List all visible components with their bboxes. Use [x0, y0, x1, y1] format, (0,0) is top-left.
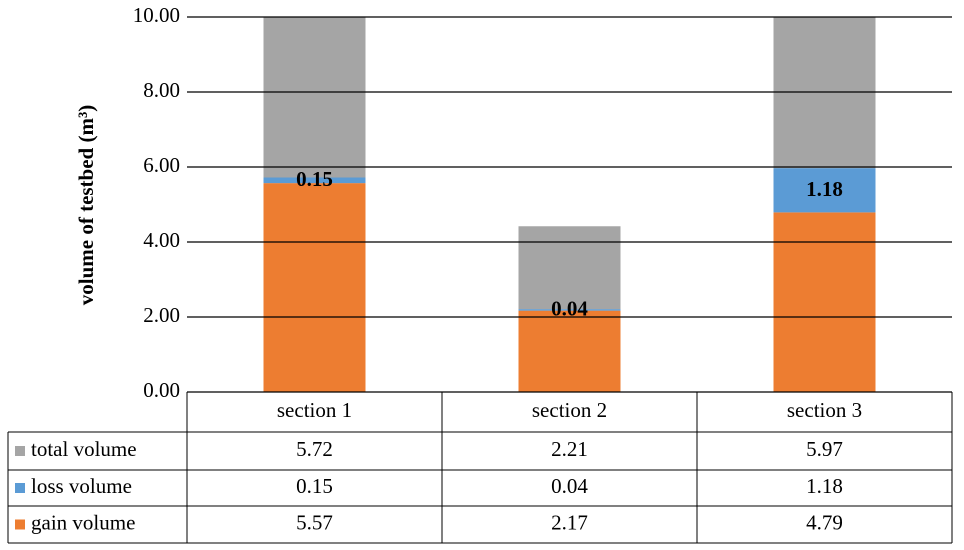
bar-segment	[263, 177, 366, 184]
bar-segment	[518, 309, 621, 311]
y-tick-label: 10.00	[133, 3, 180, 27]
data-label: 0.04	[551, 297, 588, 321]
table-cell: 5.57	[296, 510, 333, 534]
table-cell: 4.79	[806, 510, 843, 534]
bar-segment	[263, 17, 366, 178]
y-tick-label: 2.00	[143, 303, 180, 327]
bar-segment	[518, 226, 621, 310]
legend-key	[15, 446, 25, 456]
bar-segment	[773, 168, 876, 213]
y-tick-label: 4.00	[143, 228, 180, 252]
table-header: section 3	[787, 398, 862, 422]
bar-segment	[518, 310, 621, 392]
table-cell: 0.04	[551, 474, 588, 498]
bar-segment	[773, 17, 876, 169]
table-header: section 1	[277, 398, 352, 422]
table-cell: 2.21	[551, 437, 588, 461]
table-cell: 5.72	[296, 437, 333, 461]
table-header: section 2	[532, 398, 607, 422]
y-axis-label: volume of testbed (m³)	[74, 105, 98, 306]
y-tick-label: 8.00	[143, 78, 180, 102]
table-cell: 0.15	[296, 474, 333, 498]
plot-area	[263, 17, 876, 392]
table-cell: 5.97	[806, 437, 843, 461]
legend-key	[15, 483, 25, 493]
y-tick-label: 6.00	[143, 153, 180, 177]
table-cell: 1.18	[806, 474, 843, 498]
bar-segment	[263, 183, 366, 392]
bar-segment	[773, 212, 876, 392]
y-tick-label: 0.00	[143, 378, 180, 402]
legend-label: loss volume	[31, 474, 132, 498]
legend-label: gain volume	[31, 510, 135, 534]
legend-label: total volume	[31, 437, 137, 461]
legend-key	[15, 519, 25, 530]
table-cell: 2.17	[551, 510, 588, 534]
data-label: 1.18	[806, 177, 843, 201]
data-label: 0.15	[296, 167, 333, 191]
